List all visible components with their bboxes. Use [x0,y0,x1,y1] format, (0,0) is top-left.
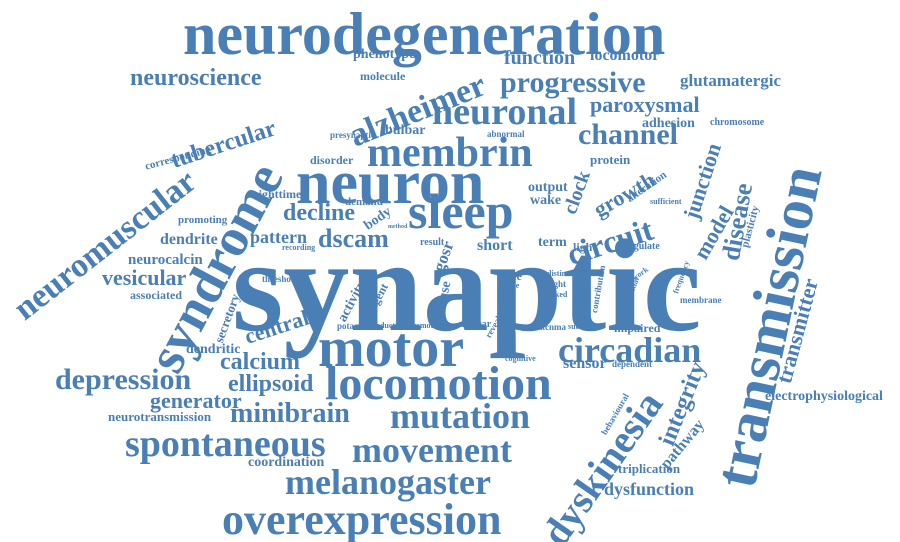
word-cognitive: cognitive [505,354,536,363]
word-protein: protein [590,152,631,167]
word-membrin: membrin [367,130,533,176]
word-unclear: unclear [459,319,492,330]
word-reduction: reduction [373,321,406,330]
word-motor: motor [318,317,465,379]
word-overexpression: overexpression [222,495,502,542]
word-demand: demand [345,196,383,208]
word-stage: stage [502,281,520,290]
word-neuron: neuron [296,149,485,217]
word-synaptic: synaptic [232,212,702,359]
word-dscam: dscam [318,224,389,253]
word-copy: copy [500,289,514,297]
word-sensor: sensor [563,355,607,372]
word-dependent: dependent [612,359,653,369]
word-melanogaster: melanogaster [285,462,491,502]
word-light: light [573,240,597,254]
word-nighttime: nighttime [252,187,302,201]
word-dendritic: dendritic [186,342,241,357]
word-dendrite: dendrite [160,231,218,248]
word-regulate: regulate [625,241,660,252]
word-result: result [420,237,445,248]
word-channel: channel [578,118,679,151]
word-disorder: disorder [310,153,354,167]
word-calcium: calcium [220,349,300,375]
word-triplication: triplication [618,461,681,476]
word-paroxysmal: paroxysmal [590,92,700,117]
word-bulbar: bulbar [385,123,426,138]
word-linked: linked [546,290,568,299]
word-promote: promote [408,321,437,330]
word-dysfunction: dysfunction [604,479,695,499]
word-kcnma: kcnma [540,322,567,332]
word-method: method [388,224,408,230]
word-phenotype: phenotype [353,47,416,62]
word-generator: generator [150,388,242,413]
word-promoting: promoting [178,214,228,226]
word-ellipsoid: ellipsoid [228,371,314,397]
word-molecule: molecule [360,69,406,83]
word-movement: movement [352,430,512,470]
word-pattern: pattern [250,227,307,247]
word-neurocalcin: neurocalcin [128,252,203,268]
word-chromosome: chromosome [710,117,765,128]
word-vesicular: vesicular [102,265,187,290]
word-recording: recording [282,243,316,252]
word-membrane: membrane [680,295,722,305]
word-neuronal: neuronal [432,91,578,133]
word-presynaptic: presynaptic [330,130,375,140]
word-spontaneous: spontaneous [125,423,326,465]
word-adhesion: adhesion [642,116,695,131]
word-electrophysiological: electrophysiological [765,389,883,404]
word-minibrain: minibrain [230,398,350,429]
word-depression: depression [55,363,192,396]
word-sufficient: sufficient [650,197,682,206]
word-output: output [528,180,568,195]
word-short: short [477,237,513,254]
word-subset: subset [568,322,590,331]
word-night: night [546,279,567,289]
word-coordination: coordination [248,455,325,470]
word-wake: wake [530,193,562,208]
word-neurotransmission: neurotransmission [108,409,212,424]
word-locomotor: locomotor [590,47,660,64]
word-glutamatergic: glutamatergic [680,71,782,90]
word-progressive: progressive [500,66,646,99]
word-role: role [502,269,522,283]
word-threshold: threshold [262,274,299,284]
word-distinct: distinct [547,269,573,278]
word-circadian: circadian [558,330,702,370]
word-neurodegeneration: neurodegeneration [183,1,666,67]
word-locomotion: locomotion [325,357,552,410]
word-associated: associated [130,288,182,302]
word-function: function [504,47,576,69]
word-decline: decline [283,200,355,226]
word-potassium: potassium [337,321,377,331]
word-neuroscience: neuroscience [130,65,262,91]
word-abnormal: abnormal [487,129,525,139]
word-term: term [538,235,567,250]
word-sleep: sleep [408,183,514,239]
word-mutation: mutation [390,396,531,436]
word-impaired: impaired [614,321,661,335]
